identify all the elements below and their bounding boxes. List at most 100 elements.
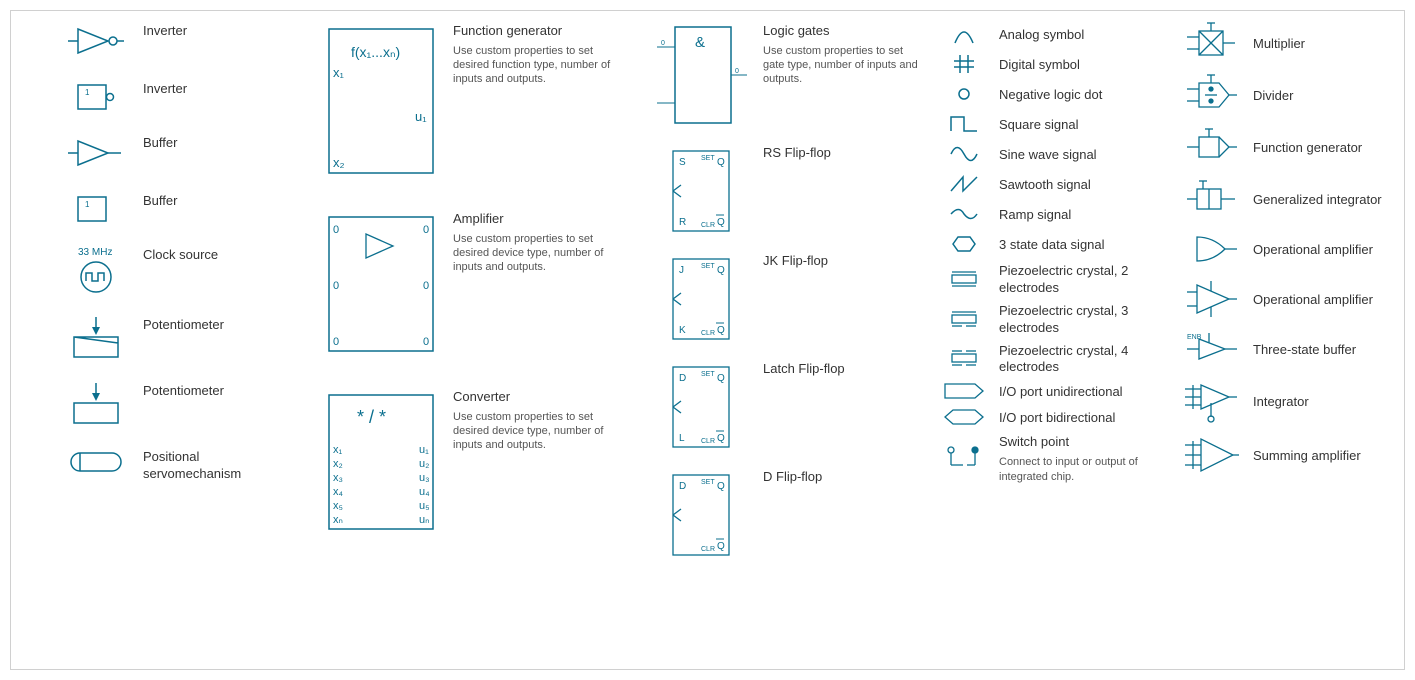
svg-text:33 MHz: 33 MHz xyxy=(78,247,112,258)
entry-rs-flipflop: SSETQ RCLR Q RS Flip-flop xyxy=(651,143,931,239)
column-1: Inverter 1 Inverter Buffer xyxy=(61,21,291,501)
label: Square signal xyxy=(999,117,1079,134)
entry-clock-source: 33 MHz Clock source xyxy=(61,245,291,297)
svg-text:SET: SET xyxy=(701,371,715,378)
svg-text:* / *: * / * xyxy=(357,407,386,427)
svg-text:ENB: ENB xyxy=(1187,334,1202,341)
column-4: Analog symbol Digital symbol Negative lo… xyxy=(941,21,1161,488)
entry-logic-gate: & 0 0 Logic gates Use custom properties … xyxy=(651,21,931,131)
desc: Use custom properties to set desired dev… xyxy=(453,410,611,453)
buffer-box-icon: 1 xyxy=(61,191,131,227)
label: Converter xyxy=(453,389,611,406)
svg-text:CLR: CLR xyxy=(701,438,715,445)
column-2: f(x₁...xₙ) x₁ u₁ x₂ Function generator U… xyxy=(321,21,611,565)
rs-flipflop-icon: SSETQ RCLR Q xyxy=(651,143,751,239)
entry-integrator: Integrator xyxy=(1181,377,1401,425)
sawtooth-signal-icon xyxy=(941,171,987,197)
opamp-2-icon xyxy=(1181,277,1241,321)
entry-func-gen-block: f(x₁...xₙ) x₁ u₁ x₂ Function generator U… xyxy=(321,21,611,181)
gen-integrator-icon xyxy=(1181,177,1241,221)
amplifier-block-icon: 0 0 0 0 0 0 xyxy=(321,209,441,359)
entry-buffer-box: 1 Buffer xyxy=(61,191,291,227)
entry-square-signal: Square signal xyxy=(941,111,1161,137)
inverter-triangle-icon xyxy=(61,21,131,61)
buffer-triangle-icon xyxy=(61,133,131,173)
opamp-1-icon xyxy=(1181,229,1241,269)
entry-io-bi: I/O port bidirectional xyxy=(941,406,1161,428)
switch-point-icon xyxy=(941,443,987,473)
svg-text:0: 0 xyxy=(333,224,339,236)
digital-symbol-icon xyxy=(941,51,987,77)
entry-servo: Positional servomechanism xyxy=(61,447,291,483)
label: Piezoelectric crystal, 3 electrodes xyxy=(999,303,1149,337)
clock-source-icon: 33 MHz xyxy=(61,245,131,297)
svg-text:x₄: x₄ xyxy=(333,486,344,498)
entry-sawtooth-signal: Sawtooth signal xyxy=(941,171,1161,197)
potentiometer-2-icon xyxy=(61,381,131,429)
label: Function generator xyxy=(453,23,611,40)
label: JK Flip-flop xyxy=(763,253,828,270)
svg-text:u₂: u₂ xyxy=(419,458,429,470)
d-flipflop-icon: DSETQ CLR Q xyxy=(651,467,751,563)
label: Integrator xyxy=(1253,394,1309,411)
svg-text:D: D xyxy=(679,481,686,492)
label: Clock source xyxy=(143,247,218,264)
entry-converter-block: * / * x₁u₁ x₂u₂ x₃u₃ x₄u₄ x₅u₅ xₙuₙ Conv… xyxy=(321,387,611,537)
svg-text:S: S xyxy=(679,157,686,168)
svg-text:1: 1 xyxy=(85,200,90,209)
label: Multiplier xyxy=(1253,36,1305,53)
label: 3 state data signal xyxy=(999,237,1105,254)
symbol-reference-frame: Inverter 1 Inverter Buffer xyxy=(10,10,1405,670)
inverter-box-icon: 1 xyxy=(61,79,131,115)
tristate-buffer-icon: ENB xyxy=(1181,329,1241,369)
svg-text:1: 1 xyxy=(85,88,90,97)
svg-text:K: K xyxy=(679,325,686,336)
label: Analog symbol xyxy=(999,27,1084,44)
svg-text:0: 0 xyxy=(423,336,429,348)
entry-summing-amp: Summing amplifier xyxy=(1181,433,1401,477)
entry-tristate-buffer: ENB Three-state buffer xyxy=(1181,329,1401,369)
svg-text:0: 0 xyxy=(423,280,429,292)
svg-text:u₃: u₃ xyxy=(419,472,430,484)
svg-text:u₄: u₄ xyxy=(419,486,430,498)
label: Switch point xyxy=(999,434,1149,451)
label: Sawtooth signal xyxy=(999,177,1091,194)
entry-sine-signal: Sine wave signal xyxy=(941,141,1161,167)
entry-jk-flipflop: JSETQ KCLR Q JK Flip-flop xyxy=(651,251,931,347)
entry-opamp-2: Operational amplifier xyxy=(1181,277,1401,321)
svg-text:SET: SET xyxy=(701,155,715,162)
entry-switch-point: Switch point Connect to input or output … xyxy=(941,432,1161,483)
svg-text:Q: Q xyxy=(717,217,725,228)
label: Digital symbol xyxy=(999,57,1080,74)
label: Buffer xyxy=(143,135,177,152)
svg-text:0: 0 xyxy=(661,40,665,47)
svg-text:0: 0 xyxy=(735,68,739,75)
svg-text:uₙ: uₙ xyxy=(419,514,430,526)
potentiometer-1-icon xyxy=(61,315,131,363)
label: Potentiometer xyxy=(143,383,224,400)
svg-text:u₅: u₅ xyxy=(419,500,430,512)
label: Sine wave signal xyxy=(999,147,1097,164)
svg-text:Q: Q xyxy=(717,373,725,384)
entry-inverter-box: 1 Inverter xyxy=(61,79,291,115)
svg-text:Q: Q xyxy=(717,541,725,552)
latch-flipflop-icon: DSETQ LCLR Q xyxy=(651,359,751,455)
integrator-icon xyxy=(1181,377,1241,425)
sine-signal-icon xyxy=(941,141,987,167)
analog-symbol-icon xyxy=(941,21,987,47)
io-bi-icon xyxy=(941,406,987,428)
entry-potentiometer-2: Potentiometer xyxy=(61,381,291,429)
svg-text:0: 0 xyxy=(333,280,339,292)
svg-text:CLR: CLR xyxy=(701,330,715,337)
entry-d-flipflop: DSETQ CLR Q D Flip-flop xyxy=(651,467,931,563)
jk-flipflop-icon: JSETQ KCLR Q xyxy=(651,251,751,347)
label: Negative logic dot xyxy=(999,87,1102,104)
label: Operational amplifier xyxy=(1253,242,1373,259)
entry-multiplier: Multiplier xyxy=(1181,21,1401,65)
piezo-3-icon xyxy=(941,306,987,332)
func-gen-block-icon: f(x₁...xₙ) x₁ u₁ x₂ xyxy=(321,21,441,181)
column-5: Multiplier Divider Function generator Ge… xyxy=(1181,21,1401,485)
multiplier-icon xyxy=(1181,21,1241,65)
entry-tristate-signal: 3 state data signal xyxy=(941,231,1161,257)
label: Ramp signal xyxy=(999,207,1071,224)
